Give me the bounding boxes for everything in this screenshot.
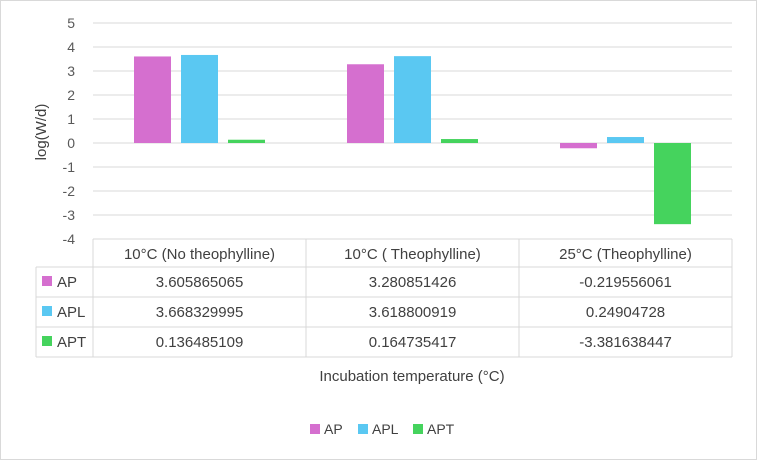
legend-swatch-apl [358, 424, 368, 434]
y-tick-label: 5 [67, 15, 75, 31]
bar-apt [654, 143, 691, 225]
series-key-ap [42, 276, 52, 286]
legend-label: APL [372, 421, 399, 437]
category-header: 10°C (No theophylline) [124, 246, 275, 263]
series-key-apt [42, 336, 52, 346]
category-header: 10°C ( Theophylline) [344, 246, 481, 263]
y-tick-label: -4 [63, 231, 76, 247]
bar-ap [560, 143, 597, 149]
y-tick-label: 3 [67, 63, 75, 79]
data-label: 0.24904728 [586, 304, 665, 321]
bars [134, 54, 691, 225]
data-label: 3.280851426 [369, 274, 457, 291]
category-header: 25°C (Theophylline) [559, 246, 692, 263]
x-axis-title: Incubation temperature (°C) [319, 368, 504, 385]
data-label: -3.381638447 [579, 334, 672, 351]
bar-apl [394, 56, 431, 144]
series-name: APL [57, 304, 85, 321]
y-axis-title: log(W/d) [33, 104, 50, 161]
data-table: 10°C (No theophylline) 10°C ( Theophyllin… [35, 238, 733, 358]
y-tick-label: 1 [67, 111, 75, 127]
legend-swatch-ap [310, 424, 320, 434]
y-tick-label: -3 [63, 207, 76, 223]
y-tick-label: -2 [63, 183, 76, 199]
data-label: 0.136485109 [156, 334, 244, 351]
legend: AP APL APT [310, 421, 455, 437]
y-tick-label: 0 [67, 135, 75, 151]
bar-ap [134, 56, 171, 143]
y-tick-label: -1 [63, 159, 76, 175]
data-label: 3.668329995 [156, 304, 244, 321]
legend-label: AP [324, 421, 343, 437]
data-label: -0.219556061 [579, 274, 672, 291]
data-label: 3.605865065 [156, 274, 244, 291]
y-tick-label: 2 [67, 87, 75, 103]
bar-apl [607, 137, 644, 143]
bar-apt [441, 139, 478, 143]
series-key-apl [42, 306, 52, 316]
data-label: 3.618800919 [369, 304, 457, 321]
y-tick-label: 4 [67, 39, 75, 55]
bar-apt [228, 139, 265, 143]
series-name: APT [57, 334, 86, 351]
series-name: AP [57, 274, 77, 291]
y-axis-ticks: 5 4 3 2 1 0 -1 -2 -3 -4 [63, 15, 76, 247]
bar-ap [347, 64, 384, 143]
legend-swatch-apt [413, 424, 423, 434]
bar-apl [181, 54, 218, 143]
data-label: 0.164735417 [369, 334, 457, 351]
legend-label: APT [427, 421, 455, 437]
